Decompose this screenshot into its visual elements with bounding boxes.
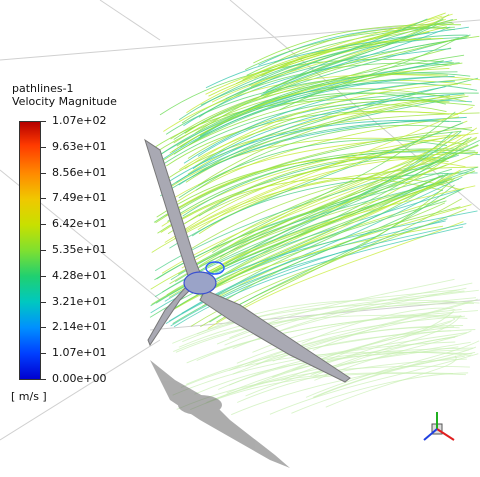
colorbar — [19, 121, 41, 380]
colorbar-tick-mark — [41, 379, 46, 380]
legend-variable: Velocity Magnitude — [12, 95, 117, 108]
colorbar-tick-label: 1.07e+01 — [52, 346, 106, 359]
colorbar-tick-mark — [41, 121, 46, 122]
colorbar-tick-mark — [41, 353, 46, 354]
colorbar-tick-label: 7.49e+01 — [52, 191, 106, 204]
colorbar-tick-label: 8.56e+01 — [52, 166, 106, 179]
colorbar-tick-label: 6.42e+01 — [52, 217, 106, 230]
colorbar-tick-mark — [41, 198, 46, 199]
colorbar-tick-mark — [41, 250, 46, 251]
colorbar-tick-label: 5.35e+01 — [52, 243, 106, 256]
colorbar-tick-mark — [41, 276, 46, 277]
colorbar-tick-label: 9.63e+01 — [52, 140, 106, 153]
colorbar-tick-label: 2.14e+01 — [52, 320, 106, 333]
colorbar-tick-mark — [41, 302, 46, 303]
axis-triad-icon[interactable] — [420, 408, 460, 448]
legend-title: pathlines-1 — [12, 82, 74, 95]
colorbar-tick-mark — [41, 147, 46, 148]
colorbar-tick-label: 3.21e+01 — [52, 295, 106, 308]
colorbar-tick-label: 1.07e+02 — [52, 114, 106, 127]
colorbar-tick-mark — [41, 173, 46, 174]
turbine-shadow — [150, 360, 290, 468]
colorbar-tick-label: 4.28e+01 — [52, 269, 106, 282]
legend-units: [ m/s ] — [11, 390, 47, 403]
colorbar-tick-mark — [41, 327, 46, 328]
colorbar-tick-label: 0.00e+00 — [52, 372, 106, 385]
colorbar-tick-mark — [41, 224, 46, 225]
